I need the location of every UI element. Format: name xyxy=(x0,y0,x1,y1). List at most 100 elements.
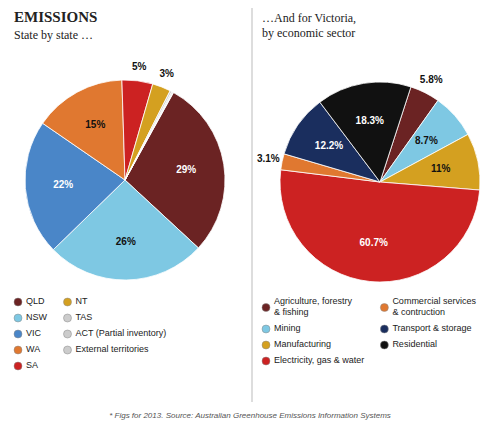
text-line: …And for Victoria, xyxy=(262,11,356,25)
text-line: Agriculture, forestry xyxy=(274,296,353,306)
legend-swatch xyxy=(262,357,270,365)
legend: Agriculture, forestry& fishing Mining Manu… xyxy=(262,296,476,365)
legend-label: ACT (Partial inventory) xyxy=(76,328,167,338)
pie xyxy=(25,80,225,280)
subtitle: State by state … xyxy=(14,28,93,42)
legend-swatch xyxy=(64,330,72,338)
text-line: NT xyxy=(76,296,88,306)
text-line: ACT (Partial inventory) xyxy=(76,328,167,338)
legend-swatch xyxy=(380,304,388,312)
legend-item: Transport & storage xyxy=(380,323,471,333)
legend-label: Transport & storage xyxy=(392,323,471,333)
legend-label: NSW xyxy=(26,312,48,322)
text-line: NSW xyxy=(26,312,48,322)
legend-item: Manufacturing xyxy=(262,339,331,349)
data-label: 18.3% xyxy=(356,114,384,125)
text-line: Transport & storage xyxy=(392,323,471,333)
legend-label: QLD xyxy=(26,296,45,306)
pie xyxy=(280,82,480,282)
legend-swatch xyxy=(262,341,270,349)
text-line: QLD xyxy=(26,296,45,306)
legend-label: Commercial services& contruction xyxy=(392,296,476,317)
pie-slice xyxy=(43,80,125,180)
legend-item: TAS xyxy=(64,312,93,322)
chart-svg: EMISSIONSState by state …29%26%22%15%5%3… xyxy=(0,0,500,426)
data-label: 3% xyxy=(160,68,175,79)
legend: QLD NSW VIC WA SA NT TAS ACT (Partial inventory… xyxy=(14,296,166,370)
legend-item: Residential xyxy=(380,339,437,349)
chart-root: EMISSIONSState by state …29%26%22%15%5%3… xyxy=(0,0,500,426)
legend-label: WA xyxy=(26,344,40,354)
text-line: WA xyxy=(26,344,40,354)
legend-swatch xyxy=(380,341,388,349)
pie-slice xyxy=(280,170,480,282)
legend-item: NSW xyxy=(14,312,48,322)
legend-item: External territories xyxy=(64,344,150,354)
legend-item: SA xyxy=(14,360,38,370)
legend-label: Mining xyxy=(274,323,301,333)
pie-slice xyxy=(125,92,173,180)
legend-swatch xyxy=(262,325,270,333)
legend-item: Commercial services& contruction xyxy=(380,296,476,317)
legend-label: External territories xyxy=(76,344,150,354)
legend-swatch xyxy=(14,330,22,338)
pie-chart: EMISSIONSState by state …29%26%22%15%5%3… xyxy=(14,9,225,370)
text-line: VIC xyxy=(26,328,42,338)
divider xyxy=(252,8,253,402)
legend-item: WA xyxy=(14,344,40,354)
text-line: Residential xyxy=(392,339,437,349)
text-line: & fishing xyxy=(274,307,309,317)
legend-swatch xyxy=(262,304,270,312)
title: EMISSIONS xyxy=(14,9,97,25)
text-line: Manufacturing xyxy=(274,339,331,349)
data-labels: 29%26%22%15%5%3% xyxy=(53,61,196,247)
text-line: Commercial services xyxy=(392,296,476,306)
data-label: 11% xyxy=(431,163,451,174)
legend-label: VIC xyxy=(26,328,42,338)
legend-label: TAS xyxy=(76,312,93,322)
text-line: EMISSIONS xyxy=(14,9,97,25)
text-line: State by state … xyxy=(14,28,93,42)
text-line: TAS xyxy=(76,312,93,322)
legend-label: Residential xyxy=(392,339,437,349)
data-label: 26% xyxy=(116,236,136,247)
legend-item: Mining xyxy=(262,323,301,333)
legend-item: NT xyxy=(64,296,88,306)
pie-slice xyxy=(125,92,173,180)
legend-swatch xyxy=(14,314,22,322)
pie-slice xyxy=(125,84,170,180)
legend-swatch xyxy=(64,298,72,306)
legend-label: Agriculture, forestry& fishing xyxy=(274,296,353,317)
data-label: 3.1% xyxy=(257,153,280,164)
legend-swatch xyxy=(14,362,22,370)
data-label: 12.2% xyxy=(315,140,343,151)
data-labels: 5.8% 8.7% 11% 60.7% 3.1% 12.2% 18.3% xyxy=(257,74,451,249)
text-line: Mining xyxy=(274,323,301,333)
pie-slice xyxy=(320,82,411,182)
legend-label: SA xyxy=(26,360,38,370)
legend-label: Electricity, gas & water xyxy=(274,355,364,365)
text-line: by economic sector xyxy=(262,26,355,40)
data-label: 15% xyxy=(85,119,105,130)
title: …And for Victoria,by economic sector xyxy=(262,11,356,40)
legend-item: QLD xyxy=(14,296,45,306)
legend-item: Electricity, gas & water xyxy=(262,355,364,365)
data-label: 29% xyxy=(176,164,196,175)
footer: * Figs for 2013. Source: Australian Gree… xyxy=(109,411,391,420)
text-line: & contruction xyxy=(392,307,445,317)
legend-swatch xyxy=(380,325,388,333)
legend-label: Manufacturing xyxy=(274,339,331,349)
data-label: 5.8% xyxy=(420,74,443,85)
data-label: 22% xyxy=(53,179,73,190)
legend-item: Agriculture, forestry& fishing xyxy=(262,296,353,317)
legend-swatch xyxy=(64,314,72,322)
legend-swatch xyxy=(14,298,22,306)
legend-label: NT xyxy=(76,296,88,306)
legend-item: VIC xyxy=(14,328,42,338)
data-label: 8.7% xyxy=(415,135,438,146)
text-line: SA xyxy=(26,360,38,370)
legend-item: ACT (Partial inventory) xyxy=(64,328,167,338)
pie-slice xyxy=(380,134,480,190)
text-line: External territories xyxy=(76,344,150,354)
data-label: 60.7% xyxy=(360,237,388,248)
